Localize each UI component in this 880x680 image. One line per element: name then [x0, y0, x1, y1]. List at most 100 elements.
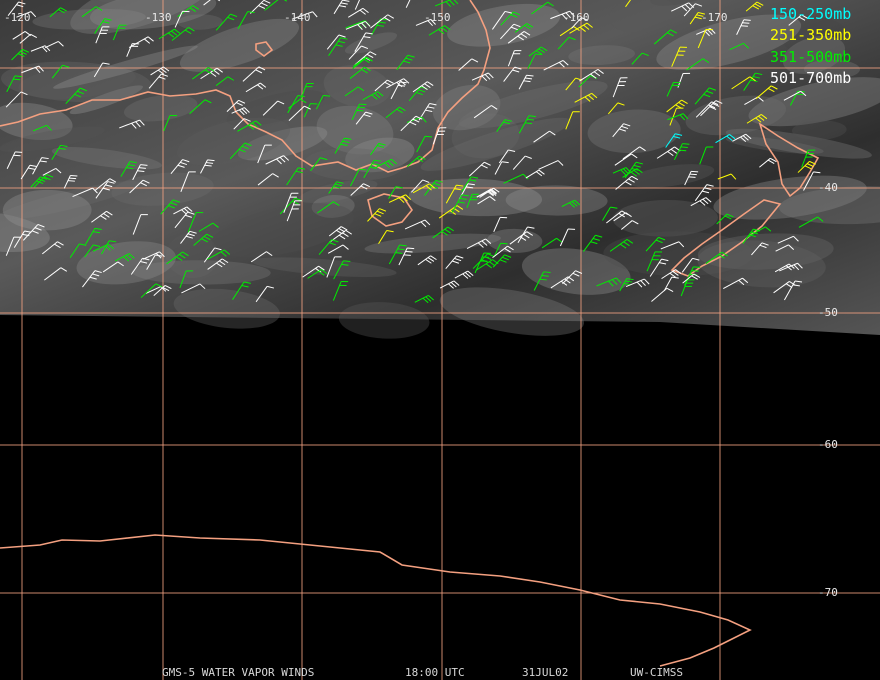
barb-flag — [403, 254, 411, 256]
wind-barb — [189, 99, 212, 115]
barb-shaft — [245, 82, 261, 93]
barb-shaft — [291, 11, 313, 20]
wind-barb — [153, 285, 172, 297]
barb-shaft — [286, 200, 296, 222]
barb-flag — [691, 170, 699, 173]
footer-text: 31JUL02 — [522, 666, 568, 679]
barb-flag — [449, 0, 455, 6]
barb-shaft — [458, 58, 473, 71]
wind-barb — [416, 135, 433, 153]
barb-flag — [386, 229, 394, 233]
barb-flag — [143, 38, 151, 44]
barb-flag — [538, 48, 545, 53]
barb-flag — [586, 22, 593, 28]
barb-shaft — [373, 158, 392, 169]
barb-flag — [162, 287, 170, 292]
barb-shaft — [527, 53, 536, 69]
barb-flag — [712, 103, 720, 107]
barb-flag — [365, 56, 373, 62]
barb-flag — [485, 263, 493, 269]
barb-flag — [560, 280, 568, 286]
barb-shaft — [612, 123, 624, 138]
barb-flag — [369, 51, 377, 56]
barb-shaft — [574, 92, 592, 103]
barb-shaft — [390, 81, 401, 100]
barb-flag — [796, 93, 804, 96]
barb-shaft — [257, 144, 266, 164]
barb-flag — [30, 11, 37, 18]
barb-flag — [60, 267, 68, 272]
barb-shaft — [85, 228, 96, 245]
barb-flag — [625, 181, 632, 186]
wind-barb — [759, 157, 777, 168]
barb-shaft — [476, 259, 493, 271]
cloud — [432, 84, 501, 131]
wind-barb — [579, 68, 604, 82]
barb-shaft — [803, 171, 814, 191]
barb-flag — [785, 265, 792, 271]
wind-barb — [326, 256, 342, 278]
wind-barb — [95, 26, 110, 44]
barb-shaft — [565, 111, 574, 130]
wind-barb — [94, 178, 117, 191]
wind-barb — [378, 229, 394, 244]
barb-shaft — [428, 25, 445, 36]
barb-shaft — [69, 243, 80, 258]
barb-shaft — [92, 243, 109, 252]
barb-shaft — [653, 29, 671, 45]
footer: GMS-5 WATER VAPOR WINDS 18:00 UTC 31JUL0… — [162, 666, 683, 679]
wind-barb — [473, 105, 498, 119]
barb-shaft — [622, 168, 638, 178]
wind-barb — [287, 95, 305, 114]
cloud — [237, 126, 328, 161]
barb-flag — [55, 168, 62, 174]
barb-flag — [504, 247, 511, 253]
wind-barb — [30, 45, 51, 53]
barb-flag — [24, 230, 32, 233]
wind-barb — [494, 161, 509, 175]
barb-flag — [490, 190, 497, 196]
barb-flag — [203, 235, 211, 241]
barb-flag — [142, 179, 150, 184]
barb-flag — [631, 175, 639, 181]
wind-barb — [310, 157, 328, 172]
barb-flag — [520, 33, 528, 38]
barb-flag — [102, 62, 110, 65]
barb-shaft — [203, 0, 211, 6]
barb-shaft — [328, 229, 347, 243]
barb-flag — [696, 14, 704, 17]
barb-flag — [396, 108, 403, 114]
barb-flag — [422, 179, 430, 183]
barb-flag — [248, 124, 255, 130]
wind-barb — [19, 33, 37, 44]
barb-flag — [276, 158, 282, 165]
wind-barb — [362, 91, 384, 101]
barb-flag — [384, 16, 391, 22]
wind-barb — [663, 276, 679, 292]
barb-flag — [74, 93, 82, 98]
barb-flag — [584, 96, 591, 102]
wind-barb — [571, 17, 589, 29]
barb-flag — [135, 121, 141, 128]
barb-shaft — [215, 76, 229, 87]
barb-flag — [365, 111, 373, 115]
wind-barb — [350, 183, 371, 196]
barb-flag — [94, 270, 102, 274]
barb-flag — [170, 202, 178, 206]
barb-flag — [591, 92, 598, 99]
barb-flag — [748, 234, 756, 238]
barb-shaft — [388, 186, 397, 199]
barb-flag — [709, 87, 717, 91]
wind-barb — [694, 184, 714, 202]
barb-shaft — [645, 237, 659, 252]
barb-shaft — [287, 95, 299, 114]
wind-barb — [20, 164, 37, 180]
barb-shaft — [621, 220, 633, 230]
barb-flag — [461, 194, 469, 197]
barb-flag — [304, 105, 311, 110]
cloud — [0, 180, 141, 221]
cloud — [2, 189, 92, 231]
wind-barb — [525, 169, 545, 179]
barb-flag — [459, 197, 467, 200]
barb-flag — [556, 237, 563, 243]
